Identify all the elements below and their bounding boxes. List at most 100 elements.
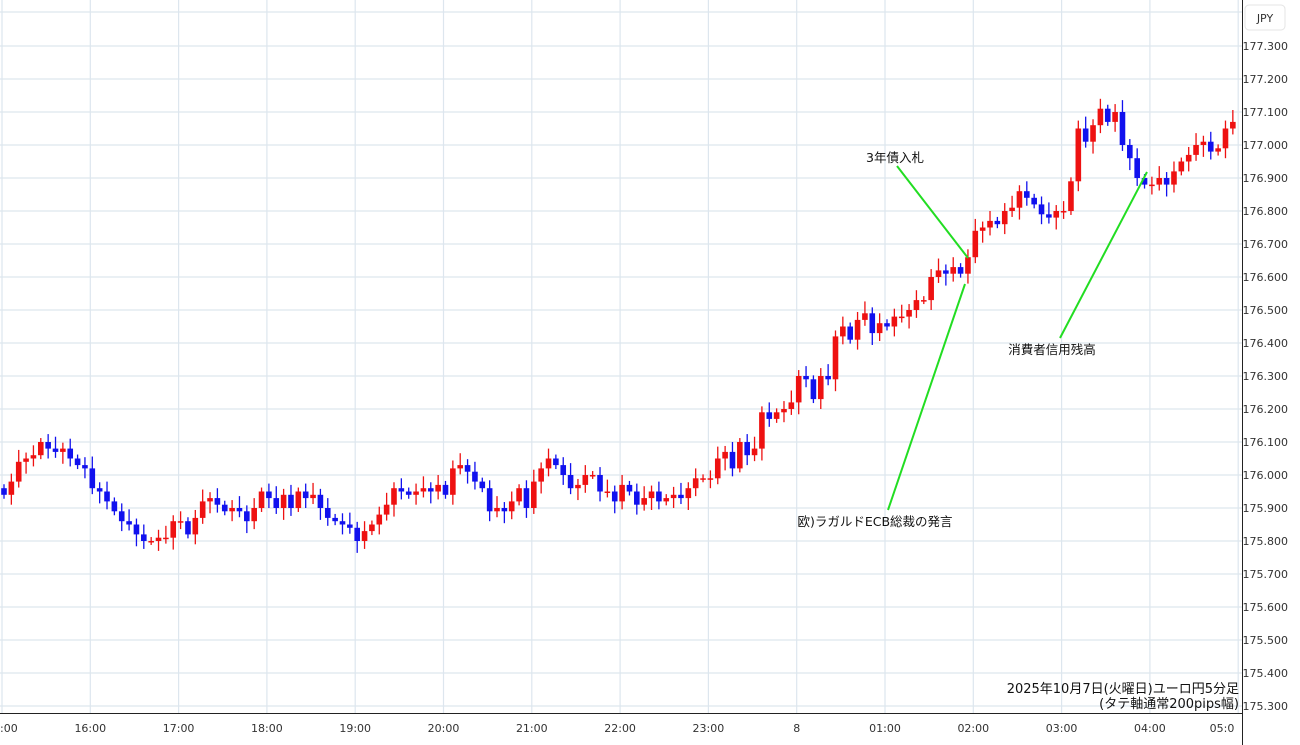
annotation-text: 消費者信用残高 — [1008, 342, 1096, 357]
candle — [1038, 196, 1045, 225]
candle-body — [317, 494, 324, 508]
candle — [648, 485, 655, 510]
candle-body — [266, 491, 272, 499]
candle — [244, 505, 250, 534]
candle — [545, 448, 552, 477]
candle — [538, 462, 544, 494]
candle-body — [369, 524, 375, 532]
candle-body — [148, 541, 154, 543]
candle-body — [773, 412, 780, 419]
candle-body — [913, 300, 920, 310]
candle-body — [1001, 211, 1008, 225]
candle-body — [1024, 191, 1030, 198]
candle — [1215, 144, 1221, 156]
candle-body — [383, 504, 390, 515]
candle-body — [531, 481, 537, 508]
candle — [273, 486, 280, 514]
candle — [170, 515, 177, 550]
candle — [52, 436, 59, 458]
candle-body — [597, 475, 603, 492]
candle-body — [354, 527, 360, 541]
candle — [560, 457, 567, 485]
candle-body — [619, 484, 625, 502]
candle-body — [943, 270, 949, 274]
y-tick-label: 175.600 — [1243, 601, 1289, 614]
candle — [795, 370, 802, 415]
candle-body — [1016, 191, 1023, 208]
y-tick-label: 176.400 — [1243, 337, 1289, 350]
candle — [553, 454, 559, 470]
candle-body — [987, 220, 993, 228]
candle — [582, 465, 589, 493]
candle — [427, 482, 434, 504]
candle-body — [104, 491, 110, 502]
candle — [332, 513, 338, 526]
y-tick-label: 175.900 — [1243, 502, 1289, 515]
candle — [1178, 157, 1185, 176]
candle — [494, 496, 500, 518]
candle — [641, 486, 647, 511]
candle — [1112, 104, 1118, 132]
candle — [611, 485, 618, 514]
candle-body — [361, 531, 368, 541]
candle — [214, 488, 221, 513]
candle — [67, 438, 74, 467]
candle — [840, 316, 846, 345]
candle-body — [832, 336, 839, 380]
candle — [1082, 116, 1089, 148]
candle — [288, 484, 294, 516]
candle-body — [1193, 145, 1199, 155]
candle — [236, 496, 243, 518]
candle — [1185, 146, 1192, 172]
annotation-text: 欧)ラガルドECB総裁の発言 — [797, 514, 952, 529]
candle — [531, 469, 537, 514]
candle — [906, 304, 912, 329]
candle-body — [398, 488, 405, 492]
candle — [155, 529, 162, 551]
candle-body — [582, 475, 589, 485]
candle — [1001, 203, 1008, 235]
candle — [413, 483, 419, 505]
candle — [177, 511, 184, 530]
candle — [420, 476, 427, 498]
candle-body — [751, 448, 758, 456]
candle — [1156, 166, 1163, 191]
candle — [1068, 177, 1074, 215]
x-tick-label: 22:00 — [604, 722, 636, 735]
candle-body — [692, 478, 699, 489]
candle-body — [1207, 141, 1214, 152]
candle-body — [1215, 148, 1221, 152]
currency-label-box[interactable] — [1244, 4, 1286, 31]
candle-body — [273, 498, 280, 508]
candle-body — [795, 376, 802, 403]
candle-body — [155, 537, 162, 541]
candle — [133, 518, 140, 547]
y-tick-label: 176.700 — [1243, 238, 1289, 251]
candle — [324, 498, 331, 526]
candle-body — [457, 465, 464, 469]
candle — [163, 525, 169, 544]
candle — [1046, 202, 1052, 224]
candle-body — [1060, 211, 1067, 213]
candle — [317, 488, 324, 520]
candle — [847, 322, 854, 344]
candle-body — [1068, 181, 1074, 211]
candle-body — [60, 448, 66, 452]
candle — [15, 449, 22, 488]
candle-body — [1134, 158, 1140, 178]
candle-body — [229, 508, 235, 512]
candle-body — [251, 508, 257, 522]
candle-body — [567, 475, 574, 489]
candle-body — [604, 491, 611, 493]
candle — [1075, 120, 1082, 192]
candle — [361, 521, 368, 549]
candle — [472, 461, 478, 490]
candle — [972, 218, 979, 264]
x-tick-label: 02:00 — [957, 722, 989, 735]
candle-body — [332, 517, 338, 522]
candle-body — [972, 230, 979, 258]
candle-body — [685, 488, 692, 499]
candle — [383, 492, 390, 521]
candle-body — [707, 478, 714, 480]
candle-body — [884, 323, 890, 327]
